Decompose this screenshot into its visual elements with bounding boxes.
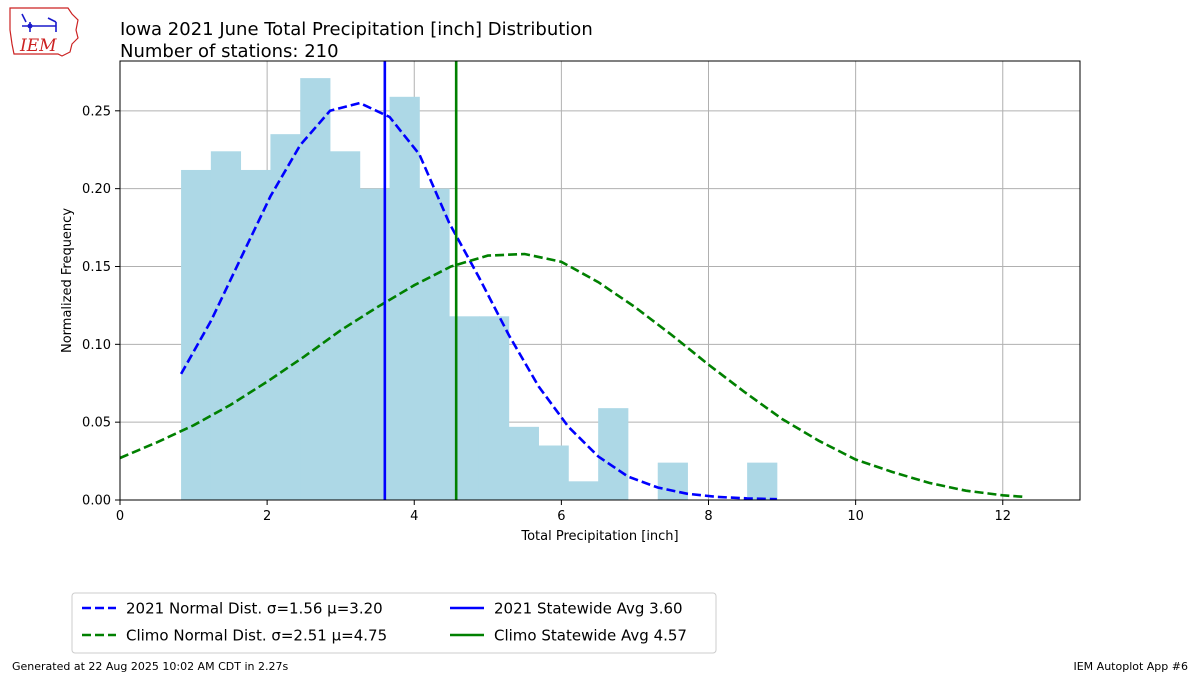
legend-label: 2021 Statewide Avg 3.60 [494, 600, 683, 618]
histogram-bar [330, 151, 361, 501]
chart-subtitle: Number of stations: 210 [120, 41, 339, 62]
histogram [181, 78, 778, 501]
plot-frame [119, 60, 1081, 501]
iem-logo: IEM [9, 7, 79, 57]
legend: 2021 Normal Dist. σ=1.56 μ=3.20 Climo Nor… [71, 592, 717, 654]
x-tick-label: 10 [847, 509, 864, 524]
histogram-bar [389, 96, 420, 500]
histogram-bar [270, 134, 301, 500]
iowa-outline-icon [9, 7, 79, 57]
histogram-bar [568, 481, 599, 500]
x-tick-label: 12 [994, 509, 1011, 524]
legend-label: Climo Normal Dist. σ=2.51 μ=4.75 [126, 627, 387, 645]
logo-text: IEM [19, 36, 57, 56]
histogram-bar [240, 169, 271, 501]
y-axis-label: Normalized Frequency [60, 208, 75, 353]
histogram-bar [598, 408, 629, 500]
axis-ticks: 0 2 4 6 8 10 12 0.00 0.05 0.10 0.15 0.20 0.25 [82, 104, 1011, 524]
histogram-bar [747, 462, 778, 500]
footer-generated: Generated at 22 Aug 2025 10:02 AM CDT in… [12, 660, 288, 673]
footer-app: IEM Autoplot App #6 [1073, 660, 1188, 673]
x-tick-label: 2 [263, 509, 271, 524]
chart-title: Iowa 2021 June Total Precipitation [inch… [120, 19, 593, 40]
x-tick-label: 8 [704, 509, 712, 524]
x-tick-label: 4 [410, 509, 418, 524]
histogram-bar [181, 169, 212, 501]
normal-dist-line [179, 101, 777, 501]
normal-dist-line [119, 252, 1025, 499]
legend-box [71, 592, 717, 654]
y-tick-label: 0.15 [82, 260, 111, 275]
x-tick-label: 0 [116, 509, 124, 524]
x-axis-label: Total Precipitation [inch] [520, 529, 678, 544]
legend-label: 2021 Normal Dist. σ=1.56 μ=3.20 [126, 600, 383, 618]
x-tick-label: 6 [557, 509, 565, 524]
y-tick-label: 0.25 [82, 104, 111, 119]
y-tick-label: 0.20 [82, 182, 111, 197]
station-dot-icon [27, 23, 33, 29]
histogram-bar [478, 316, 510, 500]
series-lines [119, 61, 1025, 501]
histogram-bar [538, 445, 569, 500]
histogram-bar [449, 316, 480, 500]
histogram-bar [210, 151, 242, 501]
legend-label: Climo Statewide Avg 4.57 [494, 627, 687, 645]
histogram-bar [419, 188, 450, 501]
y-tick-label: 0.10 [82, 338, 111, 353]
histogram-bar [508, 426, 539, 500]
y-tick-label: 0.05 [82, 416, 111, 431]
histogram-bar [300, 78, 331, 500]
weather-station-icon [21, 13, 57, 32]
histogram-bar [657, 462, 688, 500]
y-tick-label: 0.00 [82, 494, 111, 509]
